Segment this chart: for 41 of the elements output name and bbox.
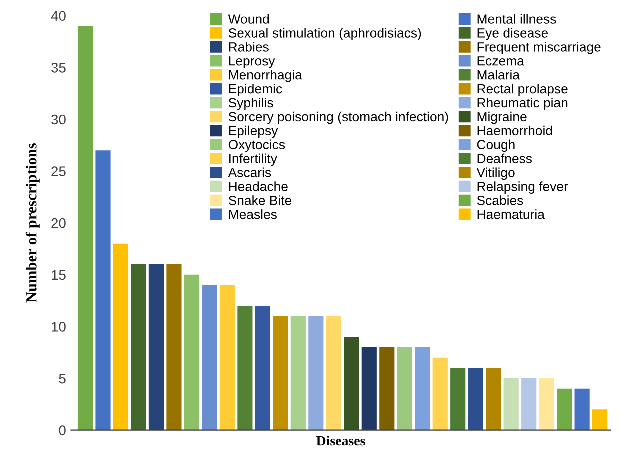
legend-label: Infertility — [230, 154, 278, 166]
y-tick-label: 15 — [52, 270, 66, 280]
legend-label: Malaria — [478, 70, 520, 80]
legend-label: Leprosy — [229, 56, 276, 68]
legend-label: Epilepsy — [229, 126, 278, 138]
legend-label: Snake Bite — [228, 196, 292, 206]
y-tick-label: 20 — [52, 218, 66, 228]
y-tick-label: 35 — [52, 63, 66, 73]
legend-label: Mental illness — [478, 14, 556, 24]
legend-label: Menorrhagia — [229, 70, 302, 82]
legend-label: Wound — [228, 14, 270, 24]
legend-label: Haematuria — [478, 210, 545, 220]
y-tick-label: 25 — [52, 166, 66, 176]
legend-label: Eczema — [478, 56, 524, 66]
legend-label: Rectal prolapse — [478, 84, 568, 96]
legend-label: Ascaris — [228, 168, 272, 178]
y-tick-label: 10 — [52, 322, 66, 332]
legend-label: Eye disease — [478, 28, 548, 40]
legend-label: Sorcery poisoning (stomach infection) — [228, 112, 448, 124]
legend-label: Oxytocics — [228, 140, 286, 152]
y-tick-label: 5 — [59, 374, 66, 384]
y-tick-label: 40 — [51, 11, 66, 22]
y-tick-label: 30 — [52, 114, 66, 125]
legend-label: Scabies — [477, 196, 524, 206]
y-tick-label: 0 — [59, 426, 66, 436]
x-axis-title: Diseases — [316, 436, 366, 446]
legend-label: Cough — [477, 140, 515, 152]
legend-label: Headache — [229, 182, 288, 192]
legend-label: Deafness — [478, 154, 532, 164]
legend-label: Syphilis — [228, 98, 274, 110]
legend-label: Migraine — [478, 112, 527, 124]
legend-label: Sexual stimulation (aphrodisiacs) — [228, 28, 422, 40]
legend-label: Measles — [229, 210, 277, 220]
y-axis-title: Number of prescriptions — [26, 144, 40, 303]
legend-label: Relapsing fever — [478, 182, 568, 194]
legend-label: Vitiligo — [476, 168, 515, 180]
legend-label: Epidemic — [229, 84, 282, 96]
legend-label: Frequent miscarriage — [478, 42, 601, 54]
legend-label: Rheumatic pian — [478, 98, 568, 110]
legend-label: Rabies — [229, 42, 269, 52]
legend-label: Haemorrhoid — [478, 126, 552, 136]
